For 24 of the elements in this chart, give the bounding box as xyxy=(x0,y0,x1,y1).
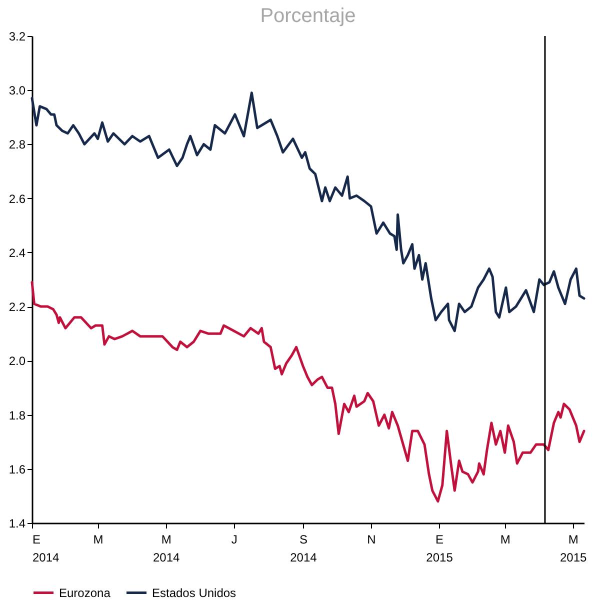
y-tick-label: 1.6 xyxy=(8,462,26,476)
x-tick-label: J xyxy=(231,532,238,546)
y-tick-label: 3.0 xyxy=(8,84,26,98)
x-tick-label: M xyxy=(500,532,510,546)
chart-title: Porcentaje xyxy=(260,5,356,27)
x-tick-label: M xyxy=(93,532,104,546)
x-tick-label: E 2015 xyxy=(426,532,454,564)
y-tick-label: 3.2 xyxy=(8,30,26,44)
x-tick-label: M 2015 xyxy=(560,532,588,564)
x-tick-label: N xyxy=(367,532,376,546)
y-tick-label: 2.2 xyxy=(8,300,26,314)
legend-label: Estados Unidos xyxy=(152,586,236,600)
x-tick-label: M 2014 xyxy=(152,532,180,564)
y-tick-label: 1.4 xyxy=(8,516,26,530)
line-series xyxy=(30,280,586,503)
x-tick-label: S 2014 xyxy=(290,532,318,564)
x-tick-label: E 2014 xyxy=(32,532,60,564)
y-tick-label: 2.6 xyxy=(8,192,26,206)
y-tick-label: 2.8 xyxy=(8,138,26,152)
legend-label: Eurozona xyxy=(59,586,111,600)
line-series xyxy=(30,92,586,332)
y-tick-label: 2.0 xyxy=(8,354,26,368)
y-tick-label: 1.8 xyxy=(8,408,26,422)
y-tick-label: 2.4 xyxy=(8,246,26,260)
